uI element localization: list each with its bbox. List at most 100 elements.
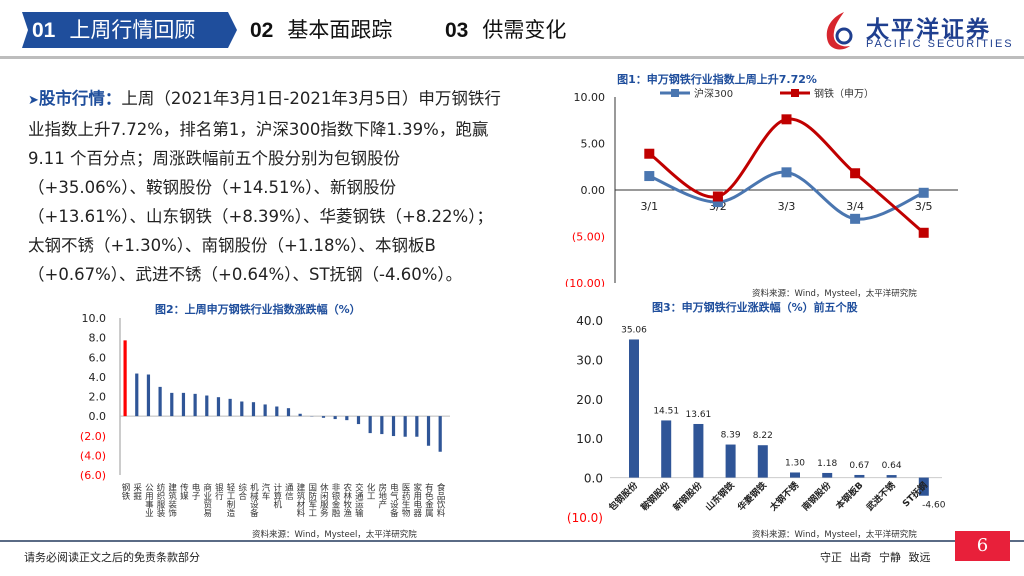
x-tick-label: 机械设备	[248, 482, 258, 518]
bar	[298, 413, 302, 417]
page-number: 6	[955, 531, 1010, 561]
x-tick-label: 通信	[283, 482, 293, 501]
chart2-bar: 10.0 8.0 6.0 4.0 2.0 0.0 (2.0) (4.0) (6.0) 钢铁 采掘 公用…	[80, 312, 450, 518]
chart1-source: 资料来源：Wind，Mysteel，太平洋研究院	[752, 289, 917, 299]
x-tick-label: 华菱钢铁	[735, 479, 769, 513]
chart3-title: 图3：申万钢铁行业涨跌幅（%）前五个股	[652, 301, 858, 314]
x-tick-label: 3/3	[778, 200, 796, 213]
data-point	[781, 167, 792, 178]
tab-label: 上周行情回顾	[69, 18, 196, 42]
bar	[158, 386, 162, 417]
y-tick-label: (10.0)	[567, 511, 603, 525]
bar	[918, 477, 929, 496]
x-tick-label: 3/4	[846, 200, 864, 213]
x-tick-label: 家用电器	[412, 482, 422, 518]
footer-divider	[0, 540, 1024, 542]
bar	[135, 373, 139, 417]
y-tick-label: 10.0	[576, 432, 603, 446]
tab-fundamentals[interactable]: 02 基本面跟踪	[250, 12, 392, 48]
data-point	[712, 197, 723, 208]
bar	[757, 445, 768, 478]
chart3-source: 资料来源：Wind，Mysteel，太平洋研究院	[752, 530, 917, 540]
x-tick-label: 化工	[365, 482, 375, 500]
x-tick-label: 建筑装饰	[167, 482, 177, 518]
company-logo: 太平洋证券 PACIFIC SECURITIES	[822, 10, 1022, 54]
x-tick-label: 非银金融	[330, 482, 340, 518]
bar	[333, 416, 337, 420]
bar	[854, 474, 865, 478]
legend-marker	[791, 89, 799, 97]
bar	[205, 395, 209, 417]
x-tick-label: 食品饮料	[435, 482, 445, 518]
bar	[661, 420, 672, 478]
bar	[228, 398, 232, 417]
y-tick-label: 6.0	[89, 351, 107, 364]
bar	[629, 339, 639, 478]
y-tick-label: (5.00)	[572, 231, 605, 244]
bar	[438, 416, 442, 452]
data-label: 0.67	[849, 461, 869, 471]
y-tick-label: 40.0	[576, 314, 603, 328]
bar	[886, 475, 897, 478]
bar	[193, 393, 197, 417]
x-tick-label: 建筑材料	[295, 482, 305, 518]
data-label: 1.30	[785, 458, 805, 468]
tab-label: 供需变化	[482, 18, 567, 42]
y-tick-label: 0.0	[584, 472, 603, 486]
x-tick-label: 有色金属	[423, 482, 433, 518]
x-tick-label: 计算机	[272, 482, 282, 509]
data-point	[644, 171, 655, 182]
summary-body: 上周（2021年3月1日-2021年3月5日）申万钢铁行业指数上升7.72%，排…	[28, 89, 501, 284]
data-point	[918, 187, 929, 198]
x-tick-label: 银行	[213, 482, 223, 501]
data-point	[781, 114, 792, 125]
data-label: 8.39	[721, 431, 741, 441]
x-tick-label: 太钢不锈	[766, 479, 801, 514]
bar	[263, 404, 267, 417]
data-point	[850, 168, 861, 179]
bar	[123, 340, 127, 417]
x-tick-label: 传媒	[178, 482, 188, 501]
chart2-title: 图2：上周申万钢铁行业指数涨跌幅（%）	[155, 303, 361, 316]
x-tick-label: 纺织服装	[155, 482, 165, 518]
chart1-title: 图1：申万钢铁行业指数上周上升7.72%	[617, 73, 817, 86]
bar	[403, 416, 407, 437]
bar	[321, 416, 326, 418]
y-tick-label: 10.0	[82, 312, 107, 325]
data-label: 0.64	[882, 461, 902, 471]
tab-weekly-review[interactable]: 01 上周行情回顾	[22, 12, 237, 48]
data-label: 35.06	[621, 325, 647, 335]
x-tick-label: 3/5	[915, 200, 933, 213]
bullet-arrow-icon: ➤	[28, 93, 39, 108]
y-tick-label: 20.0	[576, 393, 603, 407]
data-point	[712, 191, 723, 202]
x-tick-label: 南钢股份	[799, 479, 834, 514]
y-tick-label: 5.00	[581, 138, 606, 151]
tab-supply-demand[interactable]: 03 供需变化	[445, 12, 566, 48]
footer-motto: 守正 出奇 宁静 致远	[820, 551, 931, 564]
y-tick-label: (6.0)	[80, 469, 106, 482]
bar	[380, 416, 384, 435]
bar	[146, 374, 151, 417]
y-tick-label: 2.0	[89, 391, 107, 404]
summary-lead: 股市行情：	[38, 89, 122, 108]
y-tick-label: 4.0	[89, 371, 107, 384]
bar	[368, 416, 372, 434]
bar	[240, 401, 244, 417]
data-point	[918, 227, 929, 238]
data-label: 13.61	[686, 410, 712, 420]
bar	[426, 416, 431, 446]
x-tick-label: 公用事业	[143, 483, 153, 517]
bar	[693, 423, 704, 478]
tab-number: 02	[250, 19, 274, 42]
bar	[415, 416, 419, 437]
legend-marker	[671, 89, 679, 97]
x-tick-label: 电子	[190, 482, 200, 500]
x-tick-label: 钢铁	[120, 482, 130, 501]
data-label: 14.51	[653, 406, 679, 416]
x-tick-label: 武进不锈	[864, 479, 899, 514]
bar	[286, 408, 291, 417]
chart1-line: 10.005.000.00(5.00)(10.00)3/13/23/33/43/…	[565, 87, 958, 287]
y-tick-label: 8.0	[89, 332, 107, 345]
bar	[181, 392, 186, 417]
